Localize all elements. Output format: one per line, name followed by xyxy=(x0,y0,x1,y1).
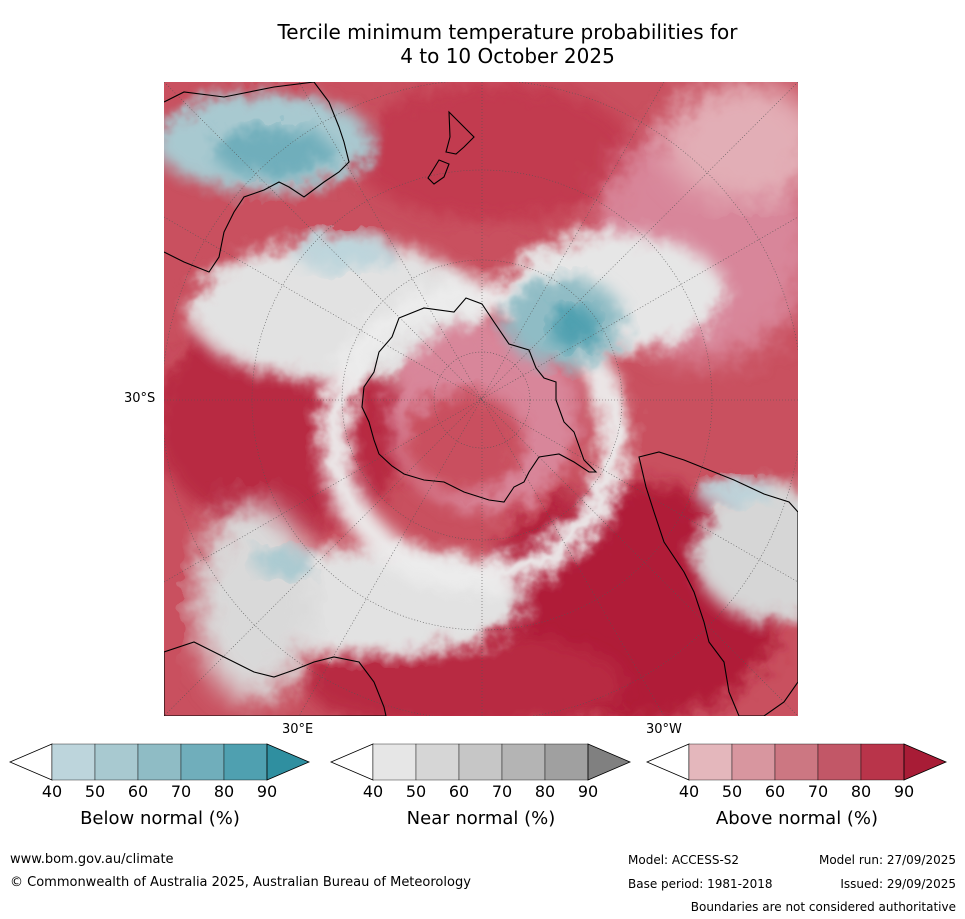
australia-outline xyxy=(164,82,350,273)
near-normal-tick-label: 40 xyxy=(362,782,384,801)
title-line-1: Tercile minimum temperature probabilitie… xyxy=(277,20,738,44)
colorbar-above-normal: Above normal (%) 40 50 60 70 80 90 xyxy=(645,742,948,842)
footer-disclaimer: Boundaries are not considered authoritat… xyxy=(690,900,956,914)
title-line-2: 4 to 10 October 2025 xyxy=(400,44,615,68)
above-normal-extend-high xyxy=(903,743,948,781)
below-normal-segment xyxy=(51,743,96,781)
above-normal-tick-label: 80 xyxy=(850,782,872,801)
below-normal-segment xyxy=(223,743,268,781)
near-normal-tick-label: 80 xyxy=(534,782,556,801)
colorbar-below-normal: Below normal (%) 40 50 60 70 80 90 xyxy=(8,742,311,842)
above-normal-segment xyxy=(817,743,862,781)
antarctica-outline xyxy=(361,297,598,503)
near-normal-tick-label: 90 xyxy=(577,782,599,801)
above-normal-tick-label: 90 xyxy=(893,782,915,801)
footer-model: Model: ACCESS-S2 xyxy=(628,853,740,867)
near-normal-segment xyxy=(544,743,589,781)
below-normal-tick-label: 50 xyxy=(84,782,106,801)
footer-issued: Issued: 29/09/2025 xyxy=(840,877,956,891)
colorbar-above-normal-title: Above normal (%) xyxy=(715,808,879,829)
longitude-label-30w: 30°W xyxy=(646,722,682,737)
footer-url: www.bom.gov.au/climate xyxy=(10,852,174,867)
near-normal-tick-label: 70 xyxy=(491,782,513,801)
south-america-outline xyxy=(638,451,798,716)
footer-model-run: Model run: 27/09/2025 xyxy=(818,853,956,867)
near-normal-tick-label: 60 xyxy=(448,782,470,801)
above-normal-segment xyxy=(731,743,776,781)
africa-outline xyxy=(164,641,387,716)
footer-base-period: Base period: 1981-2018 xyxy=(628,877,773,891)
polar-probability-map xyxy=(164,82,798,716)
below-normal-tick-label: 60 xyxy=(127,782,149,801)
below-normal-tick-label: 90 xyxy=(256,782,278,801)
near-normal-segment xyxy=(415,743,460,781)
colorbar-below-normal-title: Below normal (%) xyxy=(80,808,240,829)
below-normal-tick-label: 70 xyxy=(170,782,192,801)
near-normal-segment xyxy=(501,743,546,781)
above-normal-extend-low xyxy=(645,743,690,781)
colorbar-below-normal-svg xyxy=(8,743,311,781)
colorbar-near-normal-title: Near normal (%) xyxy=(406,808,556,829)
below-normal-tick-label: 80 xyxy=(213,782,235,801)
chart-title: Tercile minimum temperature probabilitie… xyxy=(0,20,965,68)
below-normal-segment xyxy=(94,743,139,781)
near-normal-extend-high xyxy=(587,743,632,781)
below-normal-tick-label: 40 xyxy=(41,782,63,801)
below-normal-segment xyxy=(137,743,182,781)
above-normal-tick-label: 50 xyxy=(721,782,743,801)
near-normal-tick-label: 50 xyxy=(405,782,427,801)
map-svg xyxy=(164,82,798,716)
colorbar-near-normal: Near normal (%) 40 50 60 70 80 90 xyxy=(329,742,632,842)
above-normal-tick-label: 40 xyxy=(678,782,700,801)
near-normal-extend-low xyxy=(329,743,374,781)
graticule xyxy=(164,82,798,716)
below-normal-extend-low xyxy=(8,743,53,781)
longitude-label-30e: 30°E xyxy=(282,722,314,737)
above-normal-tick-label: 60 xyxy=(764,782,786,801)
new-zealand-outline xyxy=(445,110,475,155)
coastlines xyxy=(164,82,798,716)
footer-copyright: © Commonwealth of Australia 2025, Austra… xyxy=(10,875,471,890)
above-normal-segment xyxy=(688,743,733,781)
near-normal-segment xyxy=(372,743,417,781)
below-normal-extend-high xyxy=(266,743,311,781)
above-normal-tick-label: 70 xyxy=(807,782,829,801)
below-normal-segment xyxy=(180,743,225,781)
latitude-label-30s: 30°S xyxy=(124,391,156,406)
colorbar-near-normal-svg xyxy=(329,743,632,781)
colorbar-above-normal-svg xyxy=(645,743,948,781)
probability-field xyxy=(164,82,798,716)
near-normal-segment xyxy=(458,743,503,781)
above-normal-segment xyxy=(860,743,905,781)
above-normal-segment xyxy=(774,743,819,781)
